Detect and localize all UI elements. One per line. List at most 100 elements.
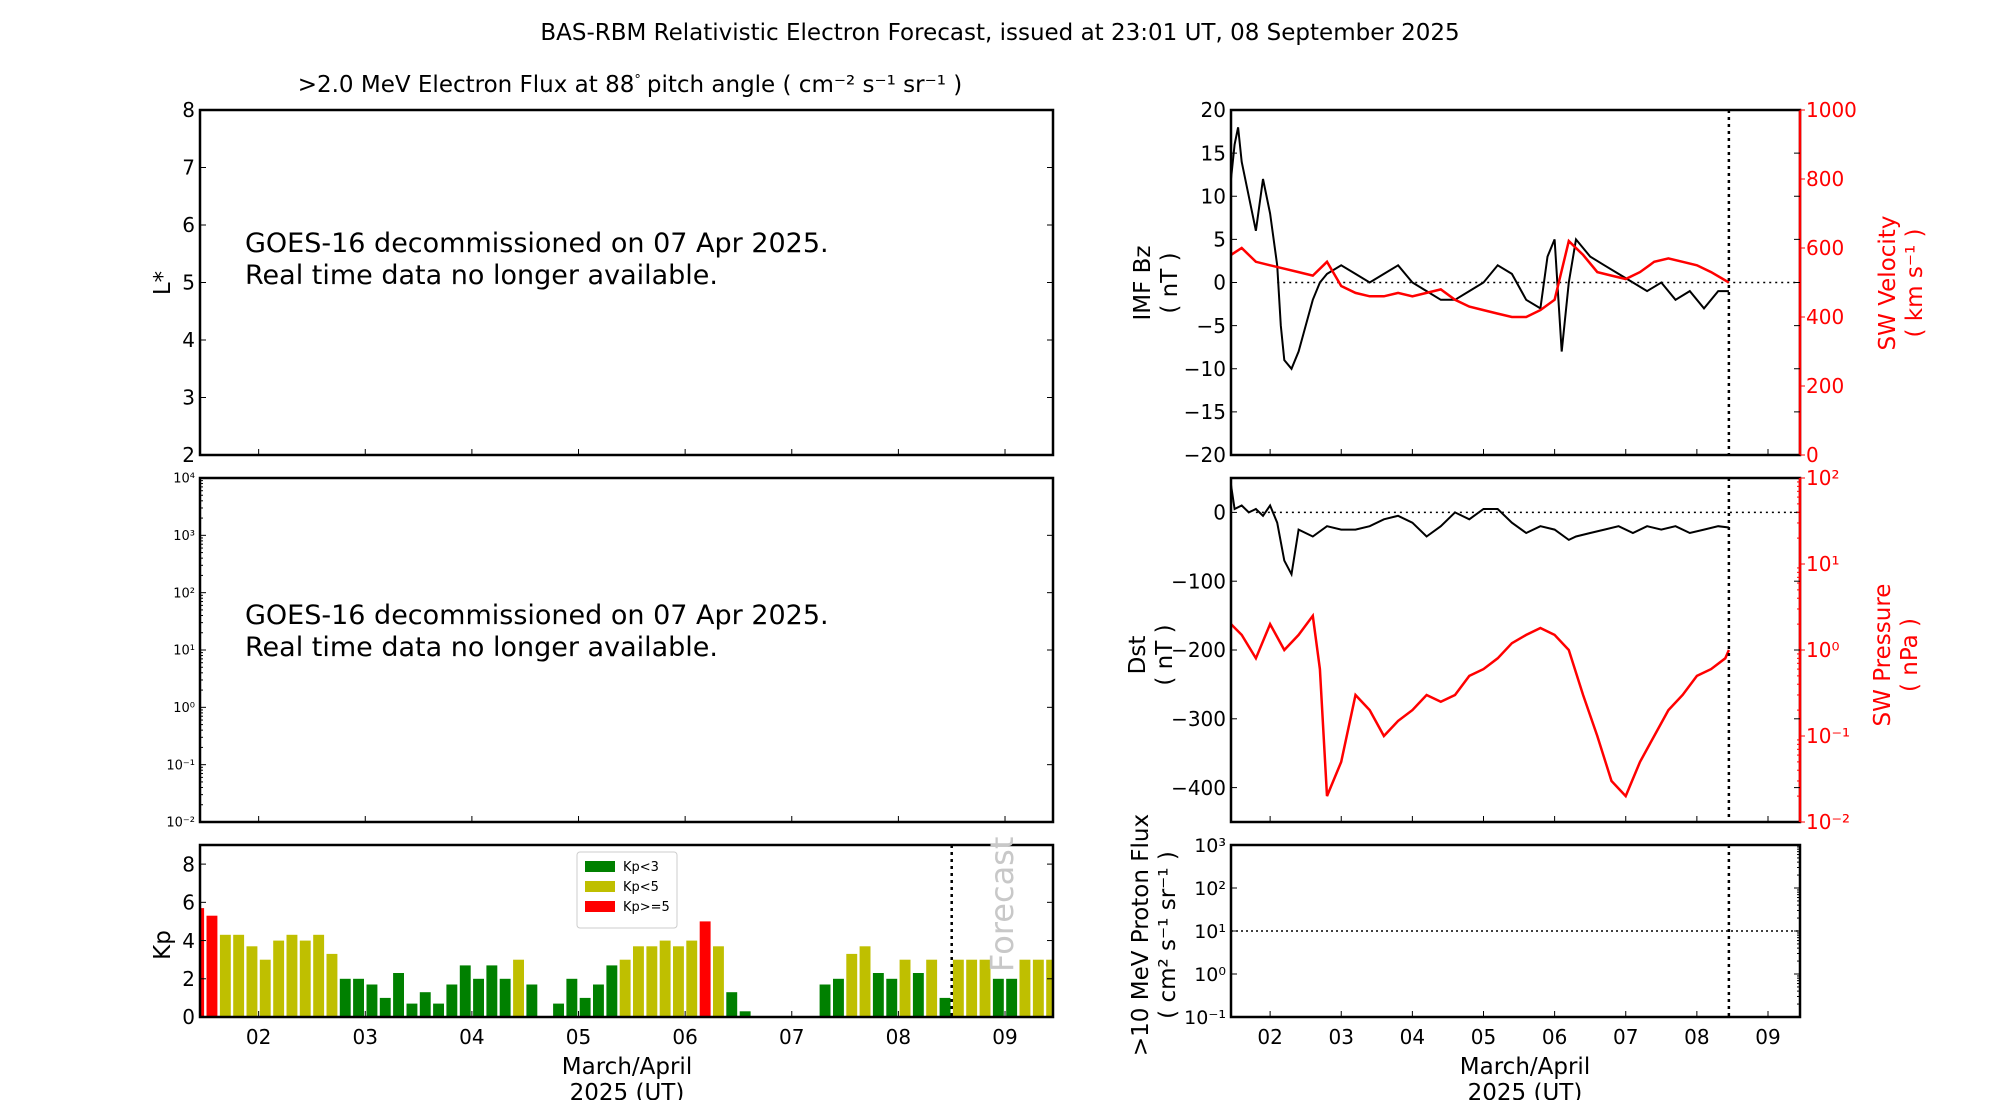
- velocity-ytick-label: 400: [1806, 305, 1844, 329]
- proton-ytick-label: 10³: [1194, 835, 1226, 857]
- proton-ytick-label: 10²: [1194, 878, 1226, 900]
- kp-ytick-label: 2: [182, 967, 195, 991]
- lstar-notice-line2: Real time data no longer available.: [245, 260, 718, 291]
- imf-bz-panel: −20−15−10−50510152002004006008001000IMF …: [1130, 98, 1928, 467]
- proton-ylabel-line2: ( cm² s⁻¹ sr⁻¹ ): [1155, 851, 1181, 1019]
- kp-bar: [659, 940, 671, 1017]
- kp-bar: [713, 946, 724, 1017]
- dst-ytick-label: −200: [1171, 638, 1226, 662]
- kp-bar: [1019, 959, 1031, 1017]
- dst-ytick-label: 0: [1213, 501, 1226, 525]
- flux-notice-line2: Real time data no longer available.: [245, 632, 718, 663]
- kp-bar: [286, 934, 298, 1017]
- lstar-ytick-label: 7: [182, 156, 195, 180]
- lstar-notice-line1: GOES-16 decommissioned on 07 Apr 2025.: [245, 228, 829, 259]
- dst-ytick-label: −400: [1171, 776, 1226, 800]
- kp-bar: [952, 959, 964, 1017]
- sw-pressure-line: [1231, 612, 1731, 799]
- velocity-ylabel-line2: ( km s⁻¹ ): [1902, 229, 1928, 338]
- lstar-ylabel: L*: [150, 271, 176, 295]
- imf-ylabel-line1: IMF Bz: [1130, 245, 1156, 320]
- pressure-ytick-label: 10⁰: [1806, 638, 1839, 662]
- kp-xlabel-line1: March/April: [562, 1054, 692, 1080]
- imf-ytick-label: 10: [1201, 184, 1226, 208]
- kp-bar: [633, 946, 644, 1017]
- pressure-ytick-label: 10²: [1806, 466, 1839, 490]
- lstar-ytick-label: 2: [182, 443, 195, 467]
- subtitle-degree: °: [634, 73, 641, 88]
- flux-ytick-label: 10⁰: [173, 701, 195, 716]
- kp-bar: [686, 940, 698, 1017]
- kp-bar: [859, 946, 871, 1017]
- kp-bar: [1046, 959, 1053, 1017]
- imf-ytick-label: −20: [1184, 443, 1226, 467]
- imf-ytick-label: 20: [1201, 98, 1226, 122]
- kp-xtick-label: 04: [459, 1025, 484, 1049]
- flux-ytick-label: 10⁻²: [166, 816, 195, 831]
- kp-bars: [200, 908, 1053, 1017]
- legend-swatch-kp-mid: [585, 881, 615, 892]
- velocity-ytick-label: 1000: [1806, 98, 1857, 122]
- kp-ytick-label: 4: [182, 929, 195, 953]
- kp-bar: [486, 965, 498, 1017]
- kp-bar: [566, 978, 578, 1017]
- imf-bz-line: [1231, 127, 1729, 371]
- lstar-panel: 2 3 4 5 6 7 8 L*: [150, 98, 1055, 467]
- kp-xtick-label: 06: [672, 1025, 697, 1049]
- kp-bar: [326, 953, 338, 1017]
- kp-bar: [446, 984, 458, 1017]
- kp-bar: [926, 959, 938, 1017]
- flux-ytick-label: 10¹: [173, 644, 195, 659]
- kp-bar: [200, 908, 205, 1017]
- proton-flux-panel: 10⁻¹ 10⁰ 10¹ 10² 10³ 02 03 04 05 06 07 08 09 >10 MeV …: [1128, 814, 1802, 1056]
- dst-ytick-label: −100: [1171, 569, 1226, 593]
- proton-xtick-label: 06: [1542, 1025, 1567, 1049]
- proton-xtick-label: 08: [1684, 1025, 1709, 1049]
- kp-bar: [939, 997, 951, 1017]
- lstar-ytick-label: 4: [182, 328, 195, 352]
- proton-xtick-label: 07: [1613, 1025, 1638, 1049]
- kp-bar: [273, 940, 285, 1017]
- proton-xtick-label: 09: [1755, 1025, 1780, 1049]
- proton-ytick-label: 10⁰: [1194, 964, 1226, 986]
- flux-ytick-label: 10⁴: [173, 472, 195, 487]
- kp-bar: [726, 992, 738, 1017]
- kp-bar: [833, 978, 844, 1017]
- kp-bar: [739, 1011, 751, 1017]
- kp-bar: [553, 1003, 564, 1017]
- imf-ytick-label: −15: [1184, 400, 1226, 424]
- subtitle-units: pitch angle ( cm⁻² s⁻¹ sr⁻¹ ): [647, 72, 962, 98]
- dst-ytick-label: −300: [1171, 707, 1226, 731]
- proton-xlabel-line1: March/April: [1460, 1054, 1590, 1080]
- subtitle-main: >2.0 MeV Electron Flux at 88: [298, 72, 635, 98]
- kp-bar: [846, 953, 858, 1017]
- kp-bar: [419, 992, 431, 1017]
- kp-xtick-label: 07: [779, 1025, 804, 1049]
- lstar-ytick-label: 5: [182, 271, 195, 295]
- kp-bar: [499, 978, 511, 1017]
- kp-bar: [459, 965, 471, 1017]
- imf-ytick-label: 15: [1201, 141, 1226, 165]
- kp-ytick-label: 6: [182, 891, 195, 915]
- flux-ytick-label: 10⁻¹: [166, 758, 195, 773]
- subtitle-text: >2.0 MeV Electron Flux at 88° pitch angle…: [298, 72, 963, 98]
- proton-xtick-label: 03: [1329, 1025, 1354, 1049]
- proton-ytick-label: 10⁻¹: [1184, 1007, 1226, 1029]
- kp-xtick-label: 03: [353, 1025, 378, 1049]
- forecast-label: Forecast: [983, 837, 1021, 972]
- legend-label-kp-mid: Kp<5: [623, 880, 659, 895]
- kp-bar: [473, 978, 484, 1017]
- kp-bar: [819, 984, 831, 1017]
- lstar-ytick-label: 6: [182, 213, 195, 237]
- flux-ytick-label: 10³: [173, 529, 195, 544]
- velocity-ytick-label: 600: [1806, 236, 1844, 260]
- kp-bar: [379, 997, 391, 1017]
- imf-ytick-label: 0: [1213, 271, 1226, 295]
- legend-swatch-kp-high: [585, 901, 615, 912]
- imf-frame: [1229, 108, 1802, 457]
- kp-ytick-label: 8: [182, 852, 195, 876]
- legend-label-kp-high: Kp>=5: [623, 900, 670, 915]
